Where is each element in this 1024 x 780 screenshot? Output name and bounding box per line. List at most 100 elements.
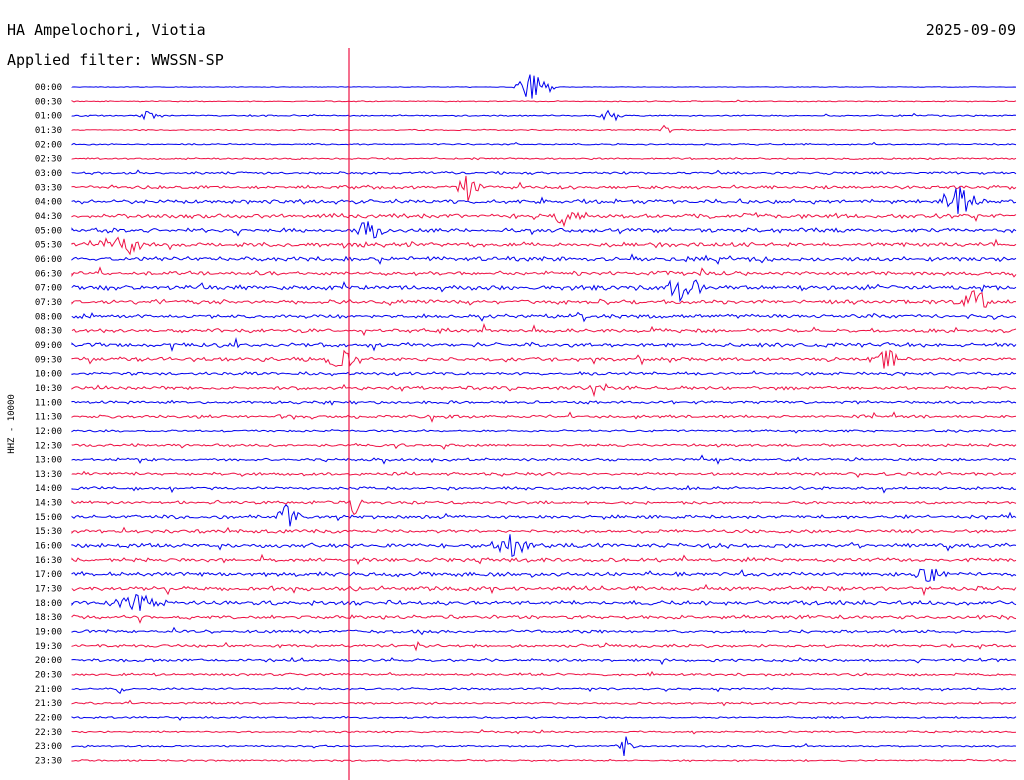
time-label: 14:30 [35, 499, 62, 509]
trace-1400 [71, 484, 1017, 494]
time-label: 05:30 [35, 241, 62, 251]
filter-label: Applied filter: WWSSN-SP [7, 51, 224, 69]
time-label: 10:00 [35, 370, 62, 380]
time-label: 23:30 [35, 757, 62, 767]
trace-2130 [71, 699, 1017, 707]
trace-1500 [71, 504, 1017, 527]
trace-2100 [71, 686, 1017, 695]
time-label: 03:00 [35, 169, 62, 179]
time-label: 01:30 [35, 126, 62, 136]
trace-1200 [71, 429, 1017, 434]
time-label: 05:00 [35, 226, 62, 236]
time-label: 00:00 [35, 83, 62, 93]
trace-2330 [71, 758, 1017, 763]
trace-0130 [71, 124, 1017, 134]
time-label: 12:00 [35, 427, 62, 437]
trace-0930 [71, 349, 1017, 369]
trace-0600 [71, 253, 1017, 265]
trace-0230 [71, 157, 1017, 161]
time-label: 17:30 [35, 585, 62, 595]
time-label: 06:30 [35, 269, 62, 279]
time-label: 21:30 [35, 699, 62, 709]
time-label: 17:00 [35, 570, 62, 580]
time-label: 15:30 [35, 527, 62, 537]
trace-group [71, 74, 1017, 763]
trace-0900 [71, 337, 1017, 353]
trace-1600 [71, 534, 1017, 558]
time-label: 23:00 [35, 742, 62, 752]
trace-0530 [71, 236, 1017, 256]
trace-0200 [71, 141, 1017, 146]
trace-0430 [71, 211, 1017, 228]
time-label: 12:30 [35, 441, 62, 451]
time-label: 09:00 [35, 341, 62, 351]
trace-1630 [71, 553, 1017, 566]
time-label: 14:00 [35, 484, 62, 494]
trace-0730 [71, 290, 1017, 308]
trace-1000 [71, 370, 1017, 377]
time-label: 07:30 [35, 298, 62, 308]
trace-1830 [71, 614, 1017, 624]
trace-2300 [71, 736, 1017, 756]
trace-1530 [71, 526, 1017, 535]
time-label: 03:30 [35, 183, 62, 193]
trace-0030 [71, 99, 1017, 103]
trace-1230 [71, 442, 1017, 450]
time-label: 13:30 [35, 470, 62, 480]
time-label: 02:00 [35, 140, 62, 150]
time-label: 06:00 [35, 255, 62, 265]
trace-1430 [71, 499, 1017, 516]
time-label: 22:00 [35, 714, 62, 724]
trace-0500 [71, 221, 1017, 239]
time-label: 19:30 [35, 642, 62, 652]
time-label: 08:00 [35, 312, 62, 322]
time-label: 11:30 [35, 413, 62, 423]
time-label: 00:30 [35, 97, 62, 107]
time-label: 10:30 [35, 384, 62, 394]
time-label: 18:00 [35, 599, 62, 609]
time-label: 16:00 [35, 542, 62, 552]
trace-2030 [71, 670, 1017, 677]
time-label: 15:00 [35, 513, 62, 523]
time-label: 11:00 [35, 398, 62, 408]
time-label: 08:30 [35, 327, 62, 337]
time-label: 01:00 [35, 112, 62, 122]
trace-2000 [71, 656, 1017, 666]
time-label: 21:00 [35, 685, 62, 695]
trace-1130 [71, 411, 1017, 423]
trace-0330 [71, 175, 1017, 202]
trace-0300 [71, 169, 1017, 175]
trace-0400 [71, 187, 1017, 214]
trace-1330 [71, 470, 1017, 479]
trace-1030 [71, 383, 1017, 398]
trace-0630 [71, 266, 1017, 278]
trace-2200 [71, 715, 1017, 721]
time-label: 22:30 [35, 728, 62, 738]
station-title: HA Ampelochori, Viotia [7, 21, 206, 39]
time-label: 07:00 [35, 284, 62, 294]
trace-1730 [71, 583, 1017, 597]
time-label: 04:00 [35, 198, 62, 208]
time-label: 09:30 [35, 355, 62, 365]
date-label: 2025-09-09 [925, 21, 1016, 39]
time-label: 20:00 [35, 656, 62, 666]
time-label: 16:30 [35, 556, 62, 566]
trace-0830 [71, 323, 1017, 337]
time-labels: 00:00 00:30 01:00 01:30 02:00 02:30 03:00 03:30… [35, 83, 62, 767]
time-label: 04:30 [35, 212, 62, 222]
trace-0700 [71, 279, 1017, 303]
trace-0000 [71, 74, 1017, 99]
time-label: 02:30 [35, 155, 62, 165]
time-label: 13:00 [35, 456, 62, 466]
trace-1700 [71, 568, 1017, 582]
time-label: 19:00 [35, 628, 62, 638]
trace-0100 [71, 109, 1017, 122]
trace-1300 [71, 454, 1017, 465]
trace-1930 [71, 640, 1017, 652]
trace-1100 [71, 399, 1017, 406]
time-label: 20:30 [35, 671, 62, 681]
time-label: 18:30 [35, 613, 62, 623]
trace-1900 [71, 626, 1017, 636]
trace-2230 [71, 728, 1017, 735]
